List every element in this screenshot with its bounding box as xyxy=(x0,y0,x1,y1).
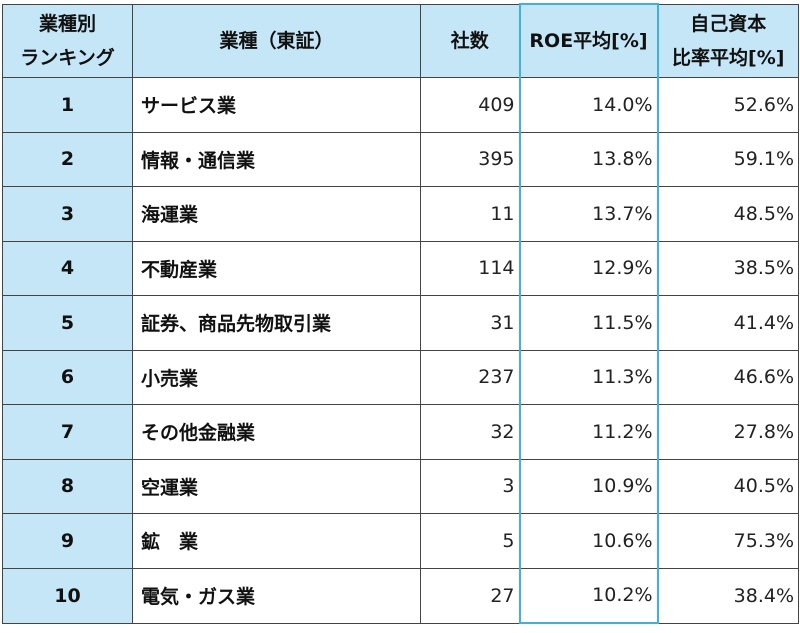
table-row: 4 不動産業 114 12.9% 38.5% xyxy=(2,240,799,296)
rank-cell: 9 xyxy=(2,513,133,569)
companies-cell: 114 xyxy=(420,240,520,296)
companies-cell: 27 xyxy=(420,567,520,624)
companies-cell: 5 xyxy=(420,513,520,569)
table-row: 3 海運業 11 13.7% 48.5% xyxy=(2,186,799,242)
table-row: 8 空運業 3 10.9% 40.5% xyxy=(2,458,799,514)
rank-cell: 4 xyxy=(2,240,133,296)
roe-cell: 10.6% xyxy=(518,513,659,569)
companies-cell: 11 xyxy=(420,186,520,242)
rank-cell: 6 xyxy=(2,349,133,405)
equity-ratio-cell: 38.5% xyxy=(657,240,799,296)
roe-cell: 10.9% xyxy=(518,458,659,514)
equity-ratio-cell: 38.4% xyxy=(657,567,799,624)
rank-cell: 8 xyxy=(2,458,133,514)
companies-cell: 409 xyxy=(420,77,520,133)
equity-ratio-cell: 52.6% xyxy=(657,77,799,133)
roe-cell: 13.8% xyxy=(518,131,659,187)
industry-cell: 鉱 業 xyxy=(132,513,421,569)
roe-cell: 10.2% xyxy=(518,567,659,624)
header-equity-line1: 自己資本 xyxy=(690,12,767,35)
equity-ratio-cell: 41.4% xyxy=(657,295,799,351)
table-row: 5 証券、商品先物取引業 31 11.5% 41.4% xyxy=(2,295,799,351)
table-row: 7 その他金融業 32 11.2% 27.8% xyxy=(2,404,799,460)
equity-ratio-cell: 27.8% xyxy=(657,404,799,460)
industry-cell: サービス業 xyxy=(132,77,421,133)
equity-ratio-cell: 46.6% xyxy=(657,349,799,405)
header-equity-ratio: 自己資本 比率平均[%] xyxy=(657,3,799,78)
industry-cell: 空運業 xyxy=(132,458,421,514)
equity-ratio-cell: 75.3% xyxy=(657,513,799,569)
companies-cell: 3 xyxy=(420,458,520,514)
companies-cell: 237 xyxy=(420,349,520,405)
rank-cell: 3 xyxy=(2,186,133,242)
industry-roe-ranking-table: 業種別 ランキング 業種（東証） 社数 ROE平均[%] 自己資本 比率平均[%… xyxy=(2,3,799,624)
table-row: 2 情報・通信業 395 13.8% 59.1% xyxy=(2,131,799,187)
rank-cell: 5 xyxy=(2,295,133,351)
companies-cell: 395 xyxy=(420,131,520,187)
header-industry: 業種（東証） xyxy=(132,3,421,78)
header-companies: 社数 xyxy=(420,3,520,78)
roe-cell: 12.9% xyxy=(518,240,659,296)
rank-cell: 7 xyxy=(2,404,133,460)
industry-cell: 情報・通信業 xyxy=(132,131,421,187)
rank-cell: 10 xyxy=(2,567,133,624)
rank-cell: 1 xyxy=(2,77,133,133)
roe-cell: 13.7% xyxy=(518,186,659,242)
roe-cell: 11.2% xyxy=(518,404,659,460)
equity-ratio-cell: 59.1% xyxy=(657,131,799,187)
roe-cell: 11.5% xyxy=(518,295,659,351)
industry-cell: 小売業 xyxy=(132,349,421,405)
industry-cell: 不動産業 xyxy=(132,240,421,296)
industry-cell: 海運業 xyxy=(132,186,421,242)
companies-cell: 31 xyxy=(420,295,520,351)
table-row: 10 電気・ガス業 27 10.2% 38.4% xyxy=(2,567,799,624)
header-rank-line2: ランキング xyxy=(20,46,115,69)
roe-cell: 14.0% xyxy=(518,77,659,133)
equity-ratio-cell: 48.5% xyxy=(657,186,799,242)
rank-cell: 2 xyxy=(2,131,133,187)
industry-cell: その他金融業 xyxy=(132,404,421,460)
table-row: 6 小売業 237 11.3% 46.6% xyxy=(2,349,799,405)
companies-cell: 32 xyxy=(420,404,520,460)
header-rank: 業種別 ランキング xyxy=(2,3,133,78)
industry-cell: 電気・ガス業 xyxy=(132,567,421,624)
industry-cell: 証券、商品先物取引業 xyxy=(132,295,421,351)
header-equity-line2: 比率平均[%] xyxy=(672,46,785,69)
table-row: 9 鉱 業 5 10.6% 75.3% xyxy=(2,513,799,569)
header-row: 業種別 ランキング 業種（東証） 社数 ROE平均[%] 自己資本 比率平均[%… xyxy=(2,3,799,78)
header-roe: ROE平均[%] xyxy=(518,3,659,78)
header-rank-line1: 業種別 xyxy=(38,12,96,35)
table-row: 1 サービス業 409 14.0% 52.6% xyxy=(2,77,799,133)
equity-ratio-cell: 40.5% xyxy=(657,458,799,514)
roe-cell: 11.3% xyxy=(518,349,659,405)
